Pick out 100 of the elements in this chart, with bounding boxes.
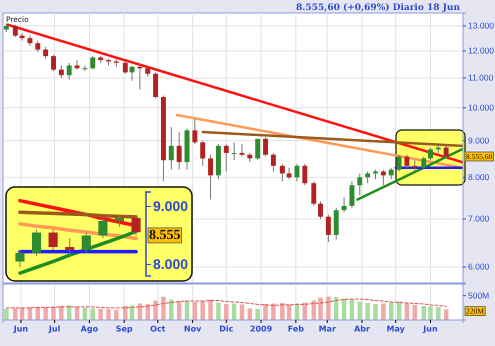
candlestick [349, 180, 354, 208]
bar [255, 308, 260, 320]
candlestick [270, 152, 276, 172]
bar [216, 302, 221, 320]
candlestick [428, 147, 433, 161]
y-tick-label: 9.000 [468, 135, 490, 146]
x-tick-label: Jun [422, 324, 438, 334]
candlestick [122, 60, 128, 74]
bar [169, 300, 174, 320]
bar [381, 303, 386, 320]
x-tick-label: Jul [48, 324, 61, 334]
y-tick-label: 13.000 [468, 20, 494, 31]
bar [248, 308, 252, 320]
bar [153, 300, 158, 320]
bar [318, 298, 323, 320]
annotation: 8.555 [149, 228, 180, 243]
y-tick-label: 12.000 [468, 46, 494, 56]
line-series [18, 222, 138, 240]
y-tick-label: 10.000 [468, 102, 494, 112]
candlestick [318, 201, 323, 220]
candlestick [200, 140, 206, 166]
x-tick-label: Oct [150, 324, 166, 334]
bar [82, 308, 88, 320]
x-tick-label: Dic [219, 324, 234, 334]
candlestick [311, 180, 316, 206]
candlestick [388, 167, 394, 180]
candlestick [35, 40, 40, 53]
candlestick [74, 60, 80, 70]
bar [13, 308, 18, 320]
candlestick [342, 196, 347, 213]
bar [342, 298, 346, 320]
bar [161, 296, 166, 320]
candlestick [176, 132, 182, 170]
candlestick [15, 249, 25, 268]
candlestick [65, 238, 74, 256]
candlestick [380, 169, 386, 186]
candlestick [302, 163, 308, 186]
candlestick [130, 65, 134, 82]
y-tick-label: 11.000 [468, 72, 494, 83]
candlestick [153, 72, 158, 100]
candlestick [263, 136, 268, 158]
bar [294, 303, 300, 320]
candlestick [240, 144, 244, 158]
chart-title: 8.555,60 (+0,69%) Diario 18 Jun [296, 3, 460, 13]
candlestick [43, 46, 48, 60]
bar [436, 306, 441, 320]
candlestick [373, 169, 378, 180]
bar [421, 306, 426, 320]
x-tick-label: 2009 [250, 324, 273, 334]
x-tick-label: Jun [12, 324, 28, 334]
bar [240, 304, 244, 320]
candlestick [208, 154, 214, 200]
bar [412, 304, 417, 320]
y-tick-label: 6.000 [468, 262, 490, 272]
y-tick-label: 7.000 [468, 214, 490, 224]
bar [66, 305, 72, 320]
x-tick-label: Feb [288, 324, 304, 334]
y-tick-label: 8.000 [468, 172, 490, 182]
bar [114, 310, 119, 320]
bar [404, 303, 410, 320]
bar [326, 296, 331, 320]
bar [59, 306, 64, 320]
bar [444, 309, 448, 320]
bar [263, 304, 268, 320]
bar [232, 303, 236, 320]
bar [138, 303, 142, 320]
x-tick-label: Ago [80, 324, 99, 334]
bar [428, 306, 433, 320]
x-tick-label: Abr [354, 324, 370, 334]
candlestick [280, 163, 285, 182]
x-tick-label: Nov [184, 324, 202, 334]
x-tick-label: Sep [116, 324, 133, 334]
candlestick [286, 167, 292, 180]
bar [74, 306, 80, 320]
bar [20, 308, 24, 320]
bar [396, 302, 402, 320]
bar [43, 307, 48, 320]
candlestick [32, 229, 42, 256]
bar [98, 308, 103, 320]
candlestick [27, 35, 32, 46]
bar [145, 304, 150, 320]
bar [334, 297, 338, 320]
candlestick [444, 145, 449, 159]
bar [388, 302, 394, 320]
bar [28, 307, 32, 320]
y-tick-label: 500M [468, 290, 490, 300]
candlestick [404, 154, 410, 168]
candlestick [51, 54, 56, 72]
bar [130, 305, 134, 320]
bar [200, 301, 205, 320]
x-tick-label: May [386, 324, 406, 334]
candlestick [82, 232, 91, 254]
candlestick [58, 65, 64, 79]
candlestick [12, 24, 18, 38]
candlestick [326, 214, 331, 243]
bar [373, 304, 378, 320]
candlestick [168, 126, 174, 170]
bar [271, 303, 276, 320]
candlestick [66, 62, 72, 80]
bar [280, 302, 285, 320]
